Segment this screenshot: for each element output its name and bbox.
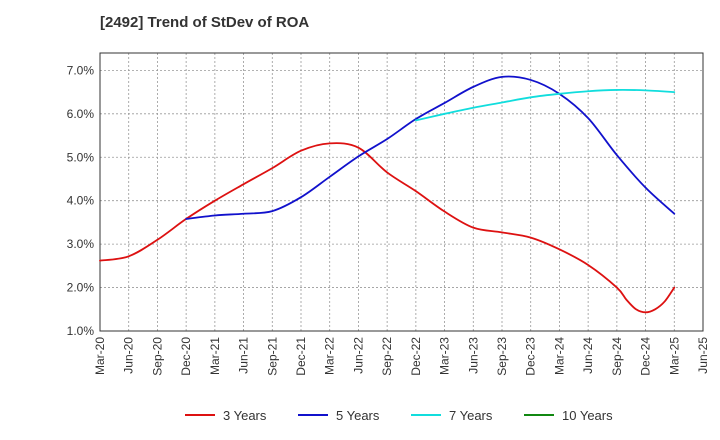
y-tick-label: 1.0% [67,324,95,338]
x-tick-label: Dec-21 [294,337,308,376]
x-tick-label: Jun-24 [581,337,595,374]
x-tick-label: Dec-23 [524,337,538,376]
y-tick-label: 7.0% [67,63,95,77]
legend-label: 3 Years [223,408,267,423]
legend-label: 7 Years [449,408,493,423]
x-tick-label: Jun-20 [122,337,136,374]
x-tick-label: Sep-23 [495,337,509,376]
legend-label: 5 Years [336,408,380,423]
x-tick-label: Dec-22 [409,337,423,376]
x-tick-label: Dec-24 [639,337,653,376]
series-line-5-years [185,75,676,220]
y-tick-label: 5.0% [67,150,95,164]
series-line-7-years [414,88,676,122]
x-tick-label: Mar-21 [208,337,222,375]
y-tick-label: 4.0% [67,194,95,208]
x-tick-label: Sep-20 [150,337,164,376]
series-line-3-years [99,142,676,314]
x-tick-label: Sep-22 [380,337,394,376]
y-tick-label: 6.0% [67,107,95,121]
x-tick-label: Jun-23 [466,337,480,374]
x-tick-label: Mar-24 [552,337,566,375]
y-tick-label: 3.0% [67,237,95,251]
x-tick-label: Sep-24 [610,337,624,376]
x-tick-label: Mar-22 [323,337,337,375]
legend-label: 10 Years [562,408,613,423]
x-tick-label: Mar-20 [93,337,107,375]
x-tick-label: Jun-25 [696,337,710,374]
y-tick-label: 2.0% [67,281,95,295]
x-tick-label: Jun-21 [237,337,251,374]
x-tick-label: Sep-21 [265,337,279,376]
x-tick-label: Mar-25 [667,337,681,375]
x-tick-label: Dec-20 [179,337,193,376]
plot-area [100,53,703,331]
plot-border [99,52,704,332]
chart-title: [2492] Trend of StDev of ROA [100,14,310,31]
x-tick-label: Mar-23 [438,337,452,375]
x-tick-label: Jun-22 [351,337,365,374]
